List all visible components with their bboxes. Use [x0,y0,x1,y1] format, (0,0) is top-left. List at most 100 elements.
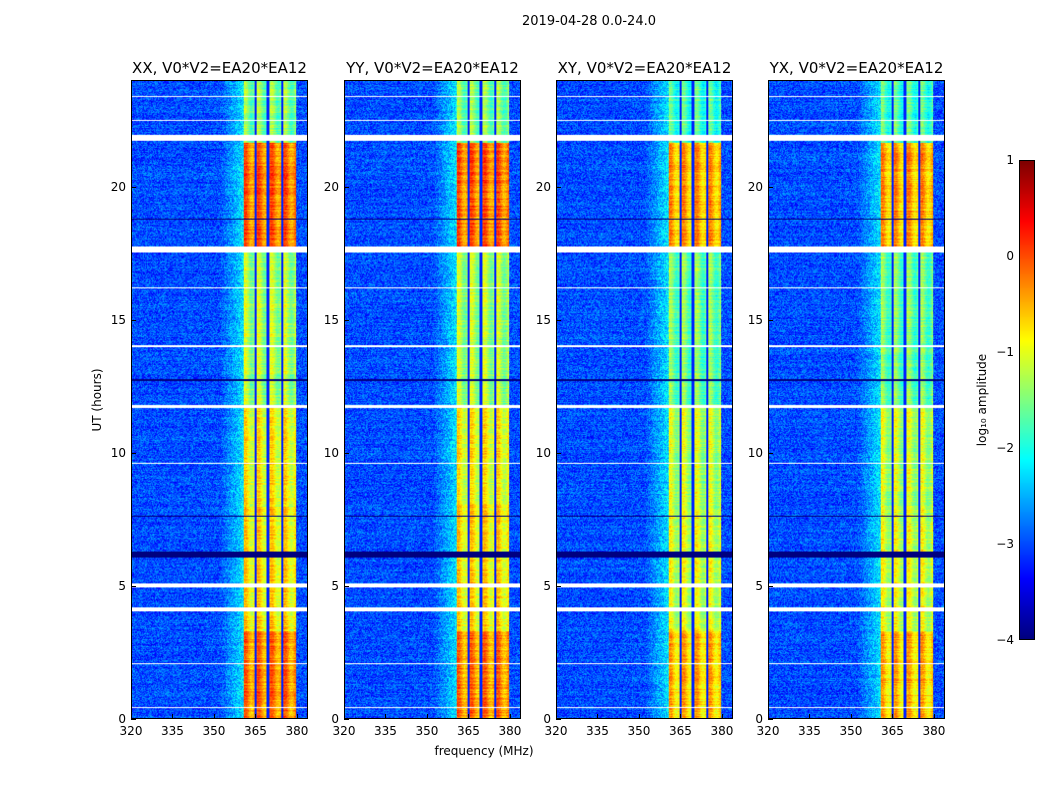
figure-title: 2019-04-28 0.0-24.0 [522,14,656,29]
y-tick-label: 10 [747,445,763,460]
y-tick-label: 0 [755,712,763,726]
x-tick-label: 335 [586,724,609,738]
x-tick-mark [468,714,470,719]
x-tick-label: 320 [332,724,356,738]
x-tick-mark [426,714,428,719]
y-tick-label: 0 [543,712,551,726]
y-tick-mark [768,186,773,188]
x-tick-label: 320 [119,724,143,738]
y-tick-mark [556,319,561,321]
spectrogram-panel-0 [131,80,308,719]
spectrogram-panel-3 [768,80,945,719]
y-tick-mark [131,452,136,454]
y-tick-mark [131,719,136,720]
y-tick-label: 15 [323,312,339,327]
y-tick-label: 10 [535,445,551,460]
x-tick-mark [809,714,811,719]
x-tick-mark [638,714,640,719]
y-tick-mark [556,719,561,720]
x-tick-label: 335 [798,724,821,738]
spectrogram-panel-1 [344,80,521,719]
y-tick-label: 20 [535,179,551,194]
y-tick-label: 5 [755,578,763,593]
x-tick-label: 365 [457,724,480,738]
y-tick-mark [344,452,349,454]
panel-title: YY, V0*V2=EA20*EA12 [346,59,519,77]
panel-title: XY, V0*V2=EA20*EA12 [557,59,732,77]
y-tick-mark [131,186,136,188]
x-tick-mark [768,714,769,719]
x-tick-label: 350 [202,724,226,738]
x-tick-label: 350 [415,724,439,738]
x-tick-label: 335 [161,724,184,738]
y-tick-label: 10 [323,445,339,460]
y-tick-label: 10 [110,445,126,460]
spectrogram-panel-2 [556,80,733,719]
spectrogram-image [345,81,520,718]
spectrogram-image [557,81,732,718]
x-tick-label: 380 [498,724,522,738]
y-tick-mark [556,452,561,454]
y-tick-mark [344,719,349,720]
y-tick-label: 15 [535,312,551,327]
x-axis-label: frequency (MHz) [434,744,534,758]
y-tick-label: 5 [331,578,339,593]
y-tick-mark [131,319,136,321]
x-tick-label: 380 [285,724,309,738]
x-tick-mark [721,714,723,719]
y-tick-mark [556,186,561,188]
x-tick-mark [597,714,599,719]
x-tick-mark [344,714,345,719]
y-tick-label: 20 [110,179,126,194]
x-tick-label: 320 [544,724,568,738]
x-tick-mark [131,714,132,719]
x-tick-mark [255,714,257,719]
colorbar-tick-label: −3 [996,537,1014,551]
x-tick-label: 365 [881,724,904,738]
y-tick-label: 20 [747,179,763,194]
x-tick-mark [850,714,852,719]
spectrogram-image [769,81,944,718]
x-tick-label: 380 [710,724,734,738]
x-tick-label: 365 [244,724,267,738]
x-tick-label: 365 [669,724,692,738]
y-tick-mark [768,452,773,454]
x-tick-mark [296,714,298,719]
y-tick-mark [344,186,349,188]
x-tick-label: 335 [374,724,397,738]
x-tick-mark [892,714,894,719]
x-tick-label: 350 [839,724,863,738]
y-tick-mark [344,585,349,587]
x-tick-mark [680,714,682,719]
x-tick-label: 350 [627,724,651,738]
y-tick-label: 20 [323,179,339,194]
y-tick-mark [768,319,773,321]
x-tick-mark [556,714,557,719]
colorbar [1019,160,1035,640]
colorbar-tick-label: 0 [1006,249,1014,263]
spectrogram-image [132,81,307,718]
x-tick-label: 320 [756,724,780,738]
y-tick-label: 5 [543,578,551,593]
colorbar-tick-label: −2 [996,441,1014,455]
x-tick-mark [213,714,215,719]
colorbar-tick-label: −1 [996,345,1014,359]
y-tick-label: 0 [118,712,126,726]
y-tick-label: 5 [118,578,126,593]
x-tick-mark [385,714,387,719]
x-tick-mark [933,714,935,719]
y-tick-mark [556,585,561,587]
colorbar-tick-label: −4 [996,633,1014,647]
y-tick-mark [768,719,773,720]
colorbar-label: log₁₀ amplitude [975,353,989,447]
panel-title: YX, V0*V2=EA20*EA12 [769,59,944,77]
y-tick-label: 15 [747,312,763,327]
x-tick-mark [509,714,511,719]
panel-title: XX, V0*V2=EA20*EA12 [132,59,307,77]
x-tick-label: 380 [922,724,946,738]
y-axis-label: UT (hours) [90,368,104,432]
y-tick-mark [768,585,773,587]
colorbar-tick-label: 1 [1006,153,1014,167]
y-tick-label: 0 [331,712,339,726]
x-tick-mark [172,714,174,719]
